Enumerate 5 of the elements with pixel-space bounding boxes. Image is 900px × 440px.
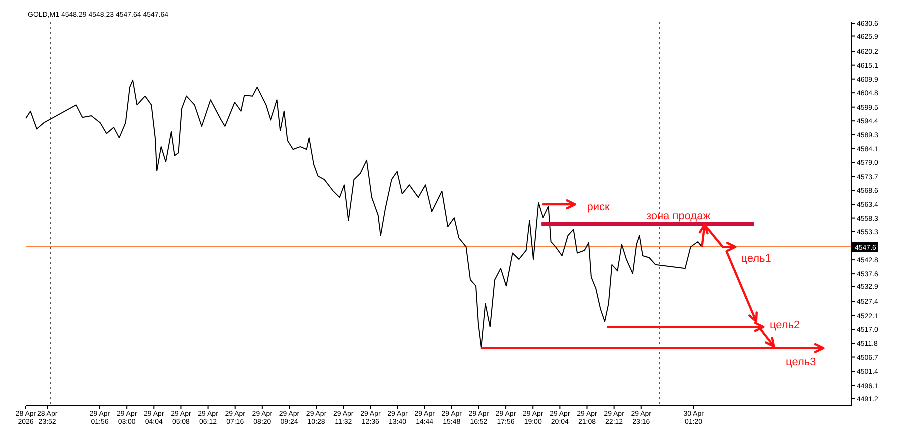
annotation: цель2 [770, 319, 800, 332]
annotation: зона продаж [646, 210, 712, 222]
annotation: риск [587, 201, 610, 214]
annotation: цель1 [741, 252, 772, 265]
annotation: цель3 [786, 356, 816, 369]
